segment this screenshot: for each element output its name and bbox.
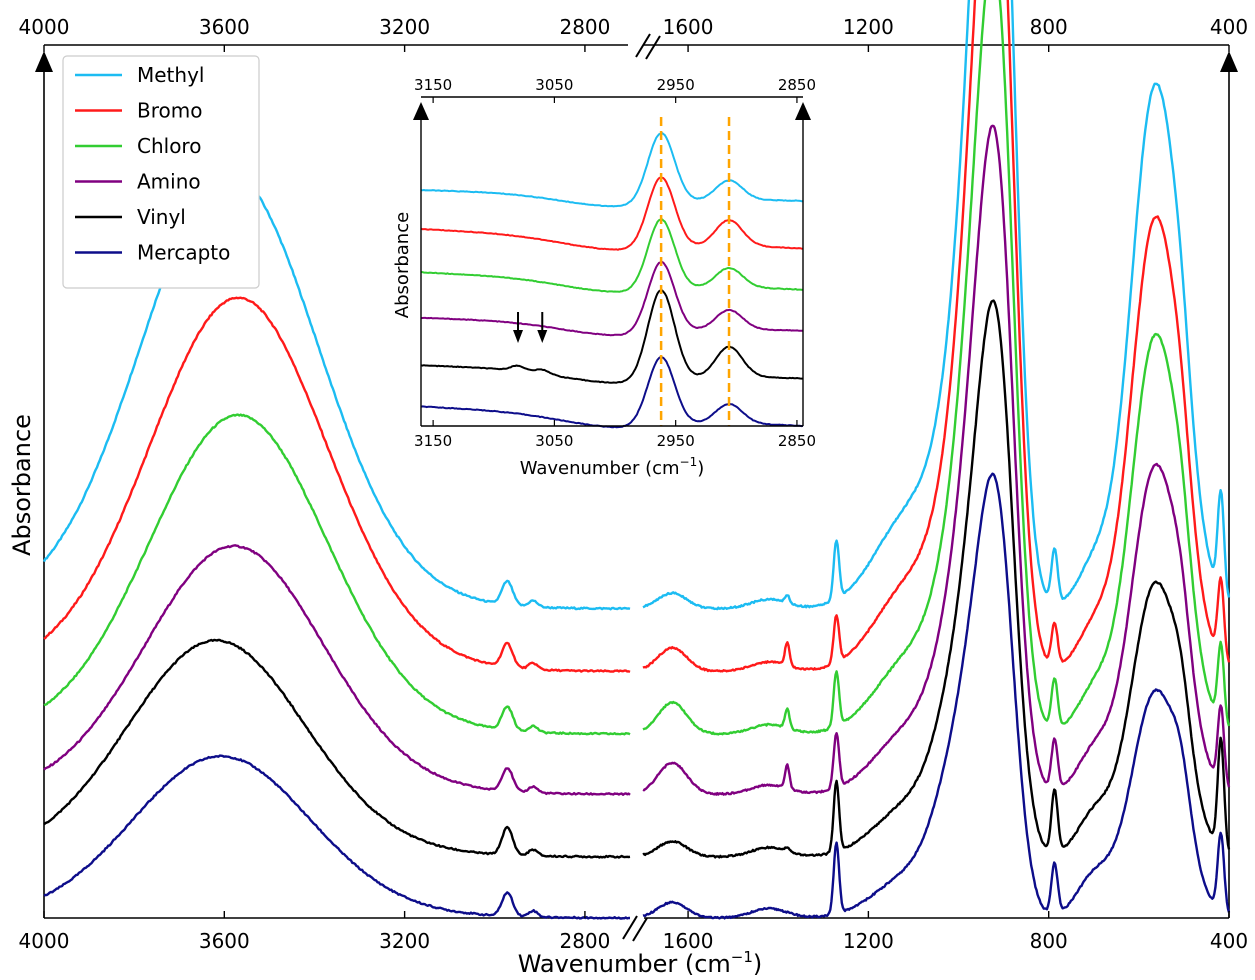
right-axis-arrow (1220, 51, 1238, 72)
x-tick-label-bottom-4000: 4000 (19, 929, 70, 953)
x-axis-label-close: ) (753, 950, 762, 978)
x-tick-label-top-1600: 1600 (663, 15, 714, 39)
x-axis-label-main: Wavenumber (cm (518, 950, 731, 978)
x-axis-label: Wavenumber (cm−1) (518, 948, 763, 978)
x-tick-label-top-3600: 3600 (199, 15, 250, 39)
left-axis-arrow (35, 51, 53, 72)
legend-label-mercapto: Mercapto (137, 241, 230, 265)
inset-x-tick-label-bottom-2950: 2950 (657, 432, 695, 450)
x-tick-label-top-3200: 3200 (379, 15, 430, 39)
inset-x-tick-label-bottom-2850: 2850 (778, 432, 816, 450)
x-tick-label-bottom-1200: 1200 (843, 929, 894, 953)
x-axis-label-exp: −1 (731, 948, 753, 966)
inset-x-tick-label-bottom-3150: 3150 (414, 432, 452, 450)
axis-break-mark-bottom-1 (633, 918, 647, 941)
legend-label-vinyl: Vinyl (137, 205, 186, 229)
x-tick-label-bottom-400: 400 (1210, 929, 1248, 953)
legend: Methyl Bromo Chloro Amino Vinyl Mercapto (63, 56, 259, 288)
x-tick-label-top-400: 400 (1210, 15, 1248, 39)
inset-x-tick-label-top-3150: 3150 (414, 76, 452, 94)
inset-x-axis-label-exp: −1 (680, 455, 698, 469)
x-tick-label-top-4000: 4000 (19, 15, 70, 39)
legend-label-bromo: Bromo (137, 99, 202, 123)
inset-background (421, 97, 803, 426)
legend-label-amino: Amino (137, 170, 201, 194)
inset-y-axis-label: Absorbance (392, 212, 413, 318)
inset-x-tick-label-top-3050: 3050 (535, 76, 573, 94)
inset-x-tick-label-bottom-3050: 3050 (535, 432, 573, 450)
x-tick-label-top-800: 800 (1030, 15, 1068, 39)
inset-x-tick-label-top-2950: 2950 (657, 76, 695, 94)
x-tick-label-top-1200: 1200 (843, 15, 894, 39)
inset-x-axis-label: Wavenumber (cm−1) (520, 455, 705, 479)
legend-label-methyl: Methyl (137, 63, 204, 87)
legend-label-chloro: Chloro (137, 134, 201, 158)
inset-x-axis-label-main: Wavenumber (cm (520, 458, 680, 479)
axis-break-mark-top-1 (646, 36, 660, 59)
y-axis-label: Absorbance (8, 414, 36, 556)
inset-chart: 3150 3150 3050 3050 2950 2950 2850 2850 Absorba… (392, 76, 816, 479)
inset-x-tick-label-top-2850: 2850 (778, 76, 816, 94)
x-tick-label-top-2800: 2800 (559, 15, 610, 39)
inset-x-axis-label-close: ) (697, 458, 704, 479)
x-tick-label-bottom-3600: 3600 (199, 929, 250, 953)
x-tick-label-bottom-3200: 3200 (379, 929, 430, 953)
x-tick-label-bottom-800: 800 (1030, 929, 1068, 953)
axis-break-mark-bottom-0 (623, 916, 637, 939)
